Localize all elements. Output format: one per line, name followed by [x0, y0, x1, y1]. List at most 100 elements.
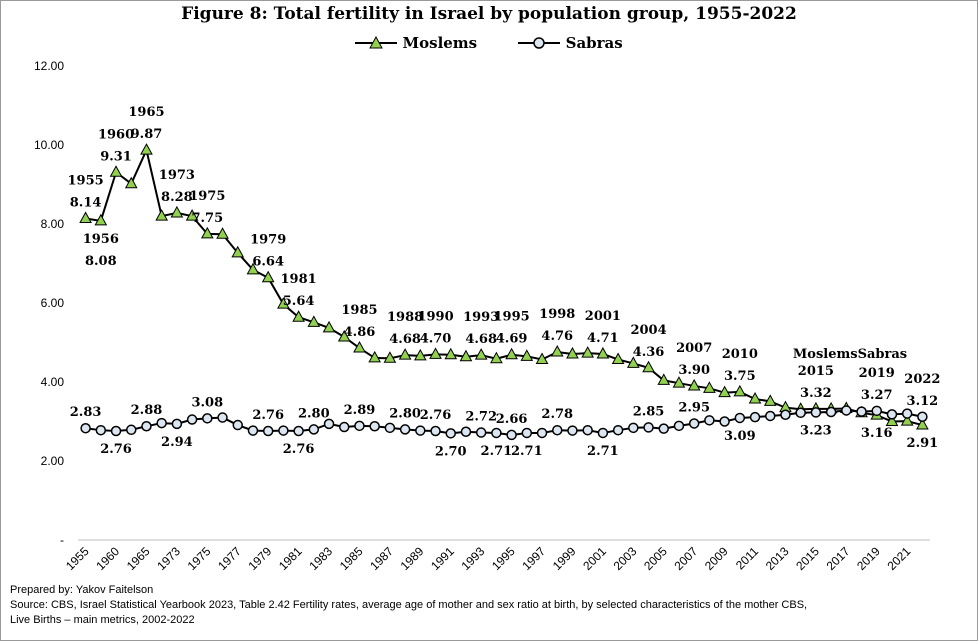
point-sabras-2019 [871, 405, 882, 417]
data-label-year: 1993 [463, 310, 499, 325]
data-label-value: 2.94 [161, 435, 193, 450]
data-label-value: 4.36 [633, 345, 665, 360]
point-moslems-1981 [292, 310, 305, 322]
data-label-year: 2022 [904, 372, 940, 387]
data-label-value: 2.80 [298, 406, 330, 421]
point-moslems-2009 [718, 385, 731, 398]
point-moslems-1956 [94, 213, 108, 226]
data-label-year: 2015 [798, 364, 834, 379]
data-label-year: 1956 [83, 232, 119, 247]
data-label-year: 1981 [281, 272, 317, 287]
point-moslems-2022 [916, 418, 929, 430]
data-label-value: 3.75 [724, 369, 756, 384]
data-label-value: 5.64 [283, 294, 315, 309]
y-tick-label: 10.00 [34, 138, 64, 152]
point-moslems-1961 [124, 176, 138, 189]
data-label-value: 9.87 [131, 127, 163, 142]
data-label-value: 2.71 [511, 444, 543, 459]
point-sabras-1991 [445, 428, 456, 439]
point-sabras-1986 [369, 420, 380, 432]
point-sabras-1985 [354, 420, 365, 432]
triangle-marker-icon [355, 35, 398, 48]
data-label-value: 4.86 [344, 325, 376, 340]
point-sabras-1983 [323, 418, 335, 430]
legend-item-sabras: Sabras [518, 33, 623, 52]
point-moslems-1978 [246, 262, 260, 275]
data-label-value: 7.75 [191, 211, 223, 226]
point-sabras-2022 [917, 411, 928, 423]
data-label-value: 2.76 [100, 442, 132, 457]
point-sabras-1975 [202, 413, 213, 424]
data-label-value: 2.76 [252, 408, 284, 423]
data-label-value: 2.95 [678, 400, 710, 415]
source-note: Source: CBS, Israel Statistical Yearbook… [10, 599, 808, 611]
point-moslems-1973 [170, 205, 184, 218]
point-moslems-1955 [79, 211, 92, 223]
point-sabras-1999 [567, 425, 578, 436]
point-sabras-1961 [126, 424, 137, 436]
data-label-year: 1975 [189, 189, 225, 204]
point-moslems-1974 [185, 209, 199, 221]
data-label-value: 2.85 [633, 404, 665, 419]
y-tick-label: 6.00 [41, 296, 65, 310]
data-label-year: 1979 [250, 233, 286, 248]
x-tick-label: 2017 [824, 544, 853, 573]
x-tick-label: 1979 [246, 544, 275, 573]
point-moslems-1998 [550, 344, 564, 357]
x-tick-label: 2009 [702, 544, 731, 573]
point-moslems-2008 [703, 381, 716, 393]
data-label-year: 1988 [387, 310, 423, 325]
point-sabras-1998 [552, 424, 563, 436]
point-moslems-1982 [307, 315, 321, 327]
data-label-value: 2.88 [131, 403, 163, 418]
data-label-value: 2.72 [465, 410, 497, 425]
data-label-value: 2.76 [420, 408, 452, 423]
point-sabras-1997 [536, 427, 548, 439]
point-moslems-2006 [672, 376, 686, 388]
point-sabras-1956 [95, 424, 107, 436]
data-label-value: 4.69 [496, 332, 528, 347]
point-sabras-1976 [217, 412, 228, 423]
data-label-value: 3.27 [861, 388, 893, 403]
data-label-year: 2007 [676, 341, 712, 356]
point-sabras-1993 [475, 427, 487, 438]
x-tick-label: 2001 [580, 544, 609, 573]
data-label-year: 2019 [859, 366, 895, 381]
x-tick-label: 1991 [428, 544, 457, 573]
point-sabras-2005 [658, 423, 669, 434]
legend-label-sabras: Sabras [565, 33, 623, 52]
point-sabras-2006 [673, 420, 685, 432]
point-moslems-1984 [337, 329, 351, 342]
data-label-year: 1985 [341, 303, 377, 318]
point-sabras-1987 [384, 422, 396, 434]
point-moslems-1985 [353, 340, 366, 353]
point-sabras-2014 [795, 407, 806, 419]
chart-legend: Moslems Sabras [0, 32, 978, 52]
data-label-value: 9.31 [100, 149, 132, 164]
point-moslems-2000 [581, 346, 595, 358]
point-moslems-2021 [900, 414, 914, 426]
data-label-value: 4.71 [587, 331, 619, 346]
data-label-year: 1990 [417, 309, 453, 324]
point-moslems-1997 [535, 352, 549, 364]
point-moslems-1999 [566, 346, 579, 359]
point-moslems-1977 [231, 245, 245, 258]
x-tick-label: 1987 [367, 544, 396, 573]
chart-footer: Prepared by: Yakov Faitelson Source: CBS… [10, 583, 807, 628]
point-moslems-1980 [277, 297, 290, 309]
point-sabras-2003 [628, 422, 639, 434]
x-tick-label: 1975 [185, 544, 214, 573]
point-moslems-2005 [657, 373, 671, 385]
data-label-value: 2.83 [70, 405, 102, 420]
data-label-value: 2.76 [283, 442, 315, 457]
point-sabras-2001 [597, 427, 609, 439]
data-label-value: 2.71 [481, 444, 513, 459]
x-tick-label: 1973 [154, 544, 183, 573]
point-sabras-2013 [780, 409, 791, 421]
data-label-value: 3.32 [800, 386, 832, 401]
x-tick-label: 1989 [398, 544, 427, 573]
x-tick-label: 1985 [337, 544, 366, 573]
series-labels: MoslemsSabras [793, 347, 907, 362]
point-moslems-1965 [140, 143, 153, 155]
